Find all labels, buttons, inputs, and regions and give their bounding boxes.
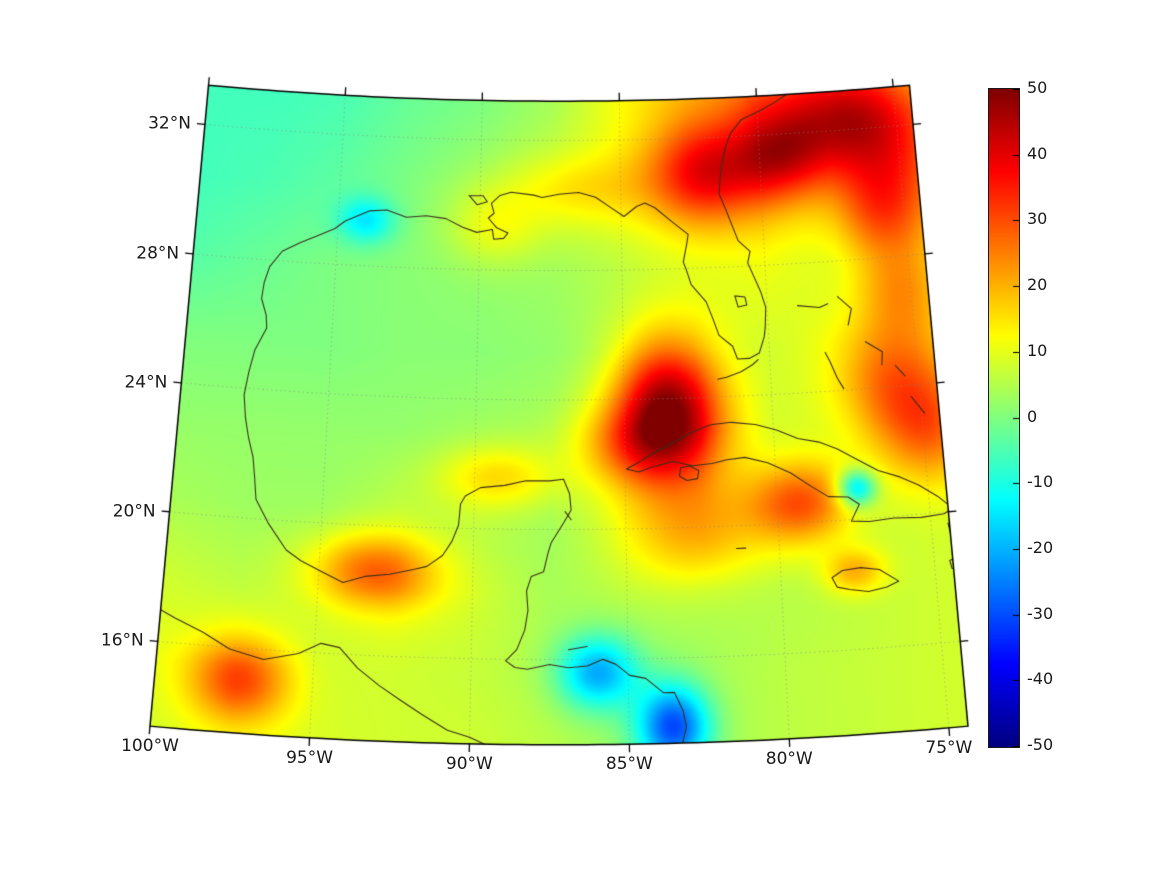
lon-tick-label: 90°W — [445, 753, 493, 774]
colorbar-tick-label: 20 — [1027, 275, 1048, 294]
colorbar-tick-label: -20 — [1027, 538, 1054, 557]
colorbar-tick-label: -50 — [1027, 735, 1054, 754]
lat-tick-label: 28°N — [136, 243, 180, 264]
colorbar-tick-label: -10 — [1027, 472, 1054, 491]
colorbar-tick-label: 10 — [1027, 341, 1048, 360]
lat-tick-label: 32°N — [148, 113, 191, 134]
colorbar-tick-label: -30 — [1027, 604, 1054, 623]
colorbar-tick-label: -40 — [1027, 669, 1054, 688]
colorbar-tick-label: 50 — [1027, 78, 1048, 97]
lat-tick-label: 24°N — [124, 372, 168, 393]
colorbar-gradient — [988, 88, 1020, 748]
colorbar-tick-label: 30 — [1027, 209, 1048, 228]
colorbar-tick-label: 40 — [1027, 144, 1048, 163]
lon-tick-label: 75°W — [925, 737, 973, 758]
lat-tick-label: 20°N — [112, 501, 156, 522]
lon-tick-label: 95°W — [286, 747, 334, 768]
lon-tick-label: 80°W — [765, 748, 813, 769]
lon-tick-label: 85°W — [605, 754, 653, 775]
lon-tick-label: 100°W — [121, 736, 179, 757]
lat-tick-label: 16°N — [100, 630, 144, 651]
colorbar-tick-label: 0 — [1027, 407, 1038, 426]
